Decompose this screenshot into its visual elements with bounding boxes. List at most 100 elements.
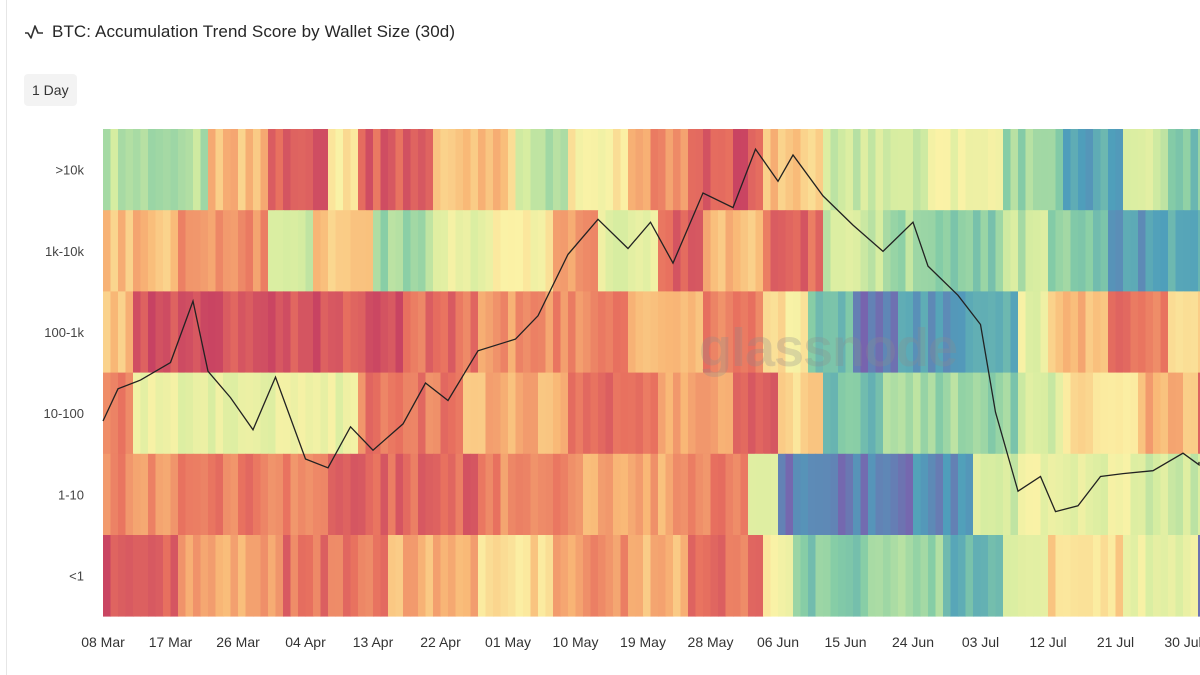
heatmap-cell: [920, 210, 929, 292]
heatmap-cell: [733, 535, 742, 617]
heatmap-cell: [898, 210, 907, 292]
heatmap-cell: [613, 372, 622, 455]
heatmap-cell: [1003, 535, 1012, 617]
heatmap-cell: [613, 210, 622, 292]
heatmap-cell: [770, 210, 779, 292]
heatmap-cell: [1100, 129, 1109, 211]
heatmap-cell: [125, 291, 134, 373]
heatmap-cell: [695, 291, 704, 373]
heatmap-cell: [298, 291, 307, 373]
heatmap-cell: [748, 535, 757, 617]
heatmap-cell: [1115, 453, 1124, 536]
heatmap-cell: [868, 453, 877, 536]
heatmap-cell: [1123, 210, 1132, 292]
heatmap-cell: [140, 129, 149, 211]
heatmap-cell: [575, 372, 584, 455]
heatmap-cell: [508, 129, 517, 211]
heatmap-cell: [148, 372, 157, 455]
heatmap-cell: [200, 291, 209, 373]
heatmap-cell: [440, 372, 449, 455]
heatmap-cell: [365, 372, 374, 455]
heatmap-cell: [268, 453, 277, 536]
heatmap-cell: [703, 535, 712, 617]
heatmap-cell: [290, 291, 299, 373]
heatmap-cell: [1153, 535, 1162, 617]
heatmap-cell: [568, 129, 577, 211]
heatmap-cell: [905, 535, 914, 617]
heatmap-cell: [103, 453, 112, 536]
heatmap-cell: [125, 453, 134, 536]
heatmap-cell: [650, 535, 659, 617]
heatmap-cell: [620, 210, 629, 292]
heatmap-cell: [403, 210, 412, 292]
heatmap-cell: [523, 453, 532, 536]
x-tick-label: 21 Jul: [1097, 634, 1134, 650]
y-tick-label: 100-1k: [44, 325, 84, 340]
heatmap-cell: [350, 535, 359, 617]
heatmap-cell: [388, 535, 397, 617]
heatmap-cell: [500, 291, 509, 373]
heatmap-cell: [680, 453, 689, 536]
heatmap-cell: [740, 129, 749, 211]
heatmap-cell: [583, 210, 592, 292]
heatmap-cell: [793, 372, 802, 455]
heatmap-cell: [980, 129, 989, 211]
heatmap-cell: [1115, 210, 1124, 292]
heatmap-cell: [305, 291, 314, 373]
heatmap-cell: [943, 291, 952, 373]
heatmap-cell: [658, 129, 667, 211]
heatmap-cell: [163, 210, 172, 292]
heatmap-cell: [1190, 535, 1199, 617]
heatmap-cell: [418, 129, 427, 211]
chart-panel: [6, 0, 1200, 675]
heatmap-cell: [1003, 129, 1012, 211]
heatmap-cell: [703, 210, 712, 292]
heatmap-cell: [875, 210, 884, 292]
heatmap-cell: [365, 129, 374, 211]
heatmap-cell: [1115, 535, 1124, 617]
heatmap-cell: [433, 210, 442, 292]
heatmap-cell: [590, 210, 599, 292]
heatmap-cell: [1130, 453, 1139, 536]
heatmap-cell: [1003, 210, 1012, 292]
heatmap-cell: [583, 291, 592, 373]
heatmap-cell: [455, 129, 464, 211]
heatmap-cell: [995, 535, 1004, 617]
heatmap-cell: [973, 453, 982, 536]
heatmap-cell: [680, 372, 689, 455]
heatmap-cell: [845, 453, 854, 536]
heatmap-cell: [208, 291, 217, 373]
heatmap-cell: [560, 453, 569, 536]
heatmap-cell: [1093, 535, 1102, 617]
heatmap-cell: [673, 291, 682, 373]
heatmap-cell: [290, 129, 299, 211]
heatmap-cell: [838, 453, 847, 536]
heatmap-cell: [388, 372, 397, 455]
heatmap-cell: [478, 453, 487, 536]
heatmap-cell: [1025, 535, 1034, 617]
heatmap-cell: [215, 372, 224, 455]
heatmap-cell: [110, 372, 119, 455]
heatmap-cell: [665, 372, 674, 455]
heatmap-cell: [1108, 129, 1117, 211]
resolution-button[interactable]: 1 Day: [24, 74, 77, 106]
heatmap-cell: [710, 453, 719, 536]
heatmap-cell: [770, 372, 779, 455]
heatmap-cell: [1093, 210, 1102, 292]
heatmap-cell: [965, 210, 974, 292]
heatmap-cell: [898, 535, 907, 617]
heatmap-cell: [1100, 535, 1109, 617]
heatmap-cell: [515, 291, 524, 373]
heatmap-cell: [410, 291, 419, 373]
heatmap-cell: [740, 210, 749, 292]
heatmap-cell: [238, 535, 247, 617]
heatmap-cell: [965, 535, 974, 617]
heatmap-cell: [223, 291, 232, 373]
heatmap-cell: [718, 535, 727, 617]
heatmap-cell: [1085, 210, 1094, 292]
heatmap-cell: [530, 210, 539, 292]
heatmap-cell: [973, 129, 982, 211]
heatmap-cell: [988, 453, 997, 536]
heatmap-cell: [470, 129, 479, 211]
heatmap-cell: [703, 372, 712, 455]
